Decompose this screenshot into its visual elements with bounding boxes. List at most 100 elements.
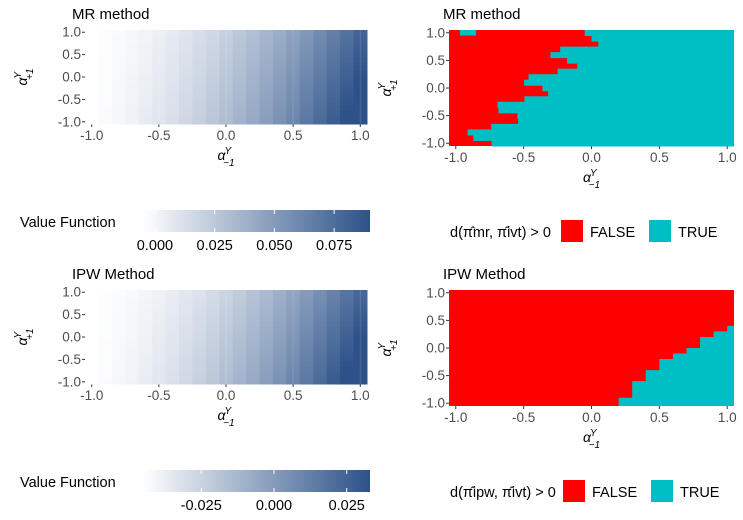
heat-cell [165, 316, 180, 322]
heat-cell [326, 65, 341, 71]
heat-cell [299, 83, 314, 89]
true-region-cell [560, 46, 734, 53]
heat-cell [205, 34, 220, 40]
heat-cell [125, 298, 140, 304]
heat-cell [111, 348, 126, 354]
y-axis-label: αY+1 [377, 339, 400, 356]
heat-cell [326, 38, 341, 44]
heat-cell [85, 321, 99, 327]
heat-cell [232, 303, 247, 309]
heat-cell [111, 47, 126, 53]
heat-cell [219, 370, 234, 376]
heat-cell [98, 88, 113, 94]
heat-cell [179, 343, 193, 349]
heat-cell [205, 370, 220, 376]
heat-cell [299, 343, 314, 349]
heat-cell [246, 361, 261, 367]
heat-cell [165, 115, 180, 121]
heat-cell [138, 316, 153, 322]
heat-cell [273, 343, 287, 349]
heat-cell [246, 79, 261, 85]
heat-cell [192, 290, 207, 295]
heat-cell [286, 361, 301, 367]
heat-cell [85, 38, 99, 44]
heat-cell [165, 321, 180, 327]
heat-cell [192, 312, 207, 318]
heat-cell [313, 352, 328, 358]
heat-cell [246, 294, 261, 300]
legend-swatch [651, 480, 673, 502]
heat-cell [326, 92, 341, 98]
heat-cell [85, 30, 99, 35]
heat-cell [232, 110, 247, 116]
heat-cell [273, 38, 287, 44]
heat-cell [246, 106, 261, 112]
heat-cell [138, 70, 153, 76]
heat-cell [246, 74, 261, 80]
heat-cell [192, 119, 207, 125]
heat-cell [165, 325, 180, 331]
heat-cell [205, 290, 220, 295]
heat-cell [299, 316, 314, 322]
heat-cell [246, 375, 261, 381]
y-tick-label: 0.5 [426, 53, 445, 68]
heat-cell [125, 97, 140, 103]
heat-cell [111, 366, 126, 372]
heat-cell [219, 79, 234, 85]
heat-cell [273, 379, 287, 385]
heat-cell [299, 339, 314, 345]
heat-cell [85, 325, 99, 331]
heat-cell [85, 34, 99, 40]
heat-cell [313, 65, 328, 71]
x-tick-label: 0.0 [217, 128, 236, 143]
heat-cell [273, 316, 287, 322]
heat-cell [259, 339, 274, 345]
heat-cell [326, 334, 341, 340]
heat-cell [125, 88, 140, 94]
heat-cell [286, 106, 301, 112]
heat-cell [313, 348, 328, 354]
heat-cell [313, 79, 328, 85]
heat-cell [85, 88, 99, 94]
heat-cell [299, 79, 314, 85]
heat-cell [98, 339, 113, 345]
heat-cell [286, 334, 301, 340]
heat-cell [353, 61, 368, 67]
heat-cell [98, 290, 113, 295]
heat-cell [232, 316, 247, 322]
heat-cell [152, 303, 167, 309]
heat-cell [192, 97, 207, 103]
x-tick-label: 0.0 [582, 150, 601, 165]
heat-cell [232, 79, 247, 85]
x-tick-label: 0.5 [284, 128, 303, 143]
heat-cell [85, 92, 99, 98]
heat-cell [340, 361, 355, 367]
heat-cell [205, 97, 220, 103]
heat-cell [286, 290, 301, 295]
heat-cell [273, 115, 287, 121]
true-region-cell [591, 35, 734, 42]
heat-cell [219, 321, 234, 327]
true-region-cell [548, 90, 734, 97]
heat-cell [111, 375, 126, 381]
heat-cell [205, 30, 220, 35]
heat-cell [232, 290, 247, 295]
heat-cell [286, 70, 301, 76]
heat-cell [259, 110, 274, 116]
heat-cell [219, 307, 234, 313]
heat-cell [98, 30, 113, 35]
heat-cell [219, 119, 234, 125]
heat-cell [246, 34, 261, 40]
heat-cell [179, 312, 193, 318]
heat-cell [286, 65, 301, 71]
heat-cell [273, 61, 287, 67]
legend-entry-label: TRUE [680, 485, 720, 501]
heat-cell [125, 92, 140, 98]
heat-cell [259, 83, 274, 89]
true-region-cell [459, 30, 477, 36]
heat-cell [353, 38, 368, 44]
heat-cell [340, 34, 355, 40]
heat-cell [152, 101, 167, 107]
heat-cell [340, 357, 355, 363]
heat-cell [340, 56, 355, 62]
